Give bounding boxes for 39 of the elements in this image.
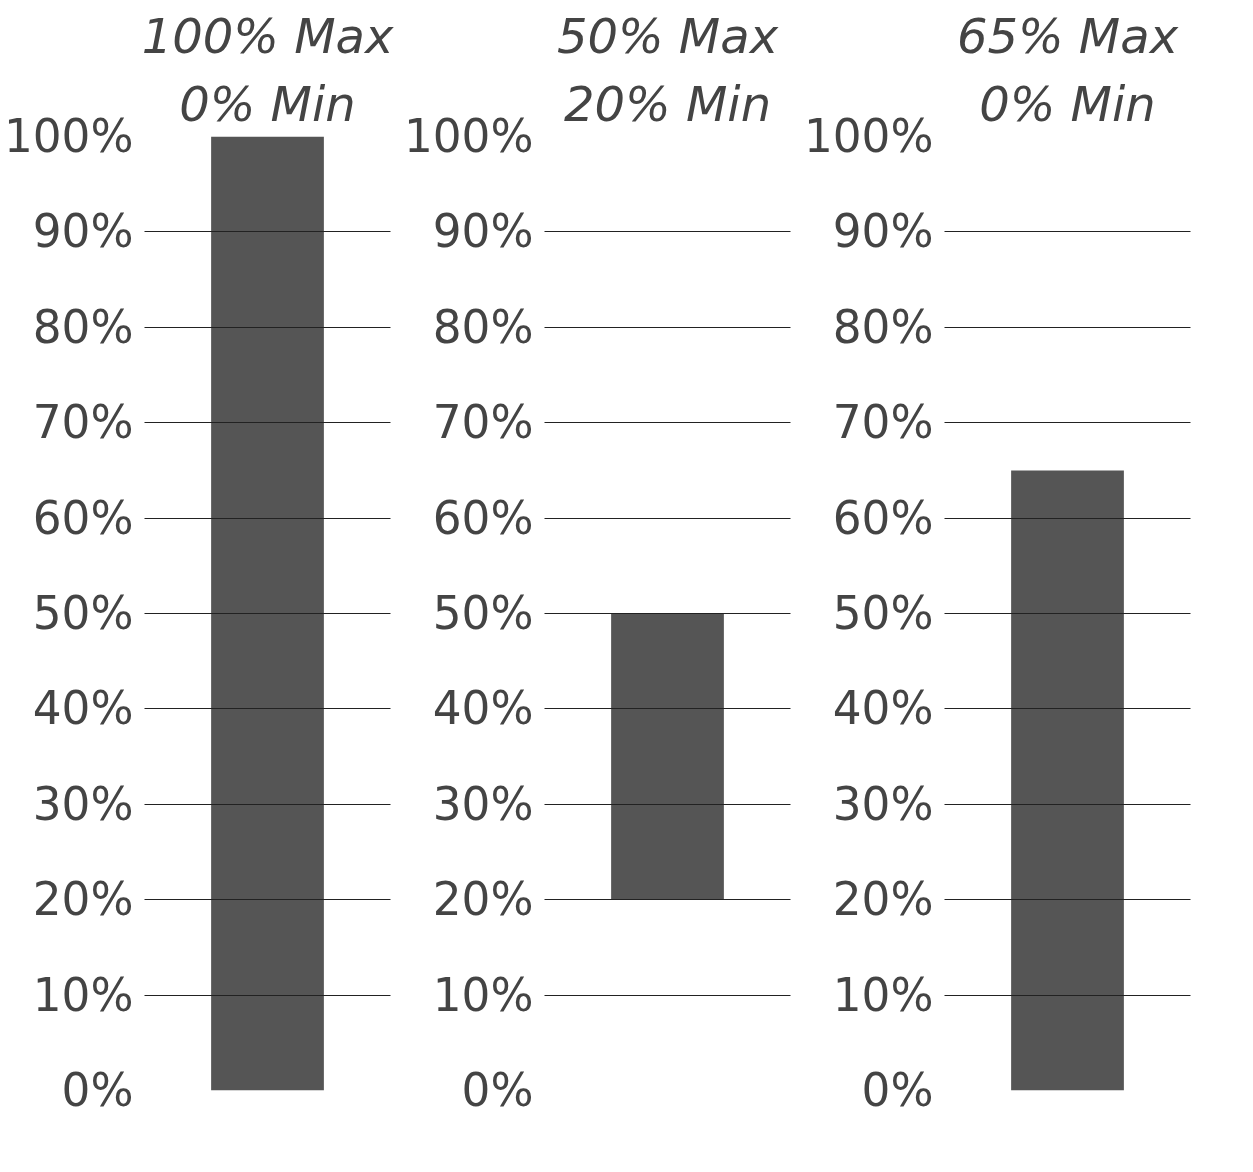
y-tick-label: 70% — [832, 396, 934, 450]
chart-title: 65% Max — [956, 7, 1179, 64]
y-tick-label: 20% — [432, 873, 534, 927]
y-tick-label: 100% — [403, 110, 534, 163]
y-tick-label: 60% — [832, 491, 934, 545]
y-tick-label: 10% — [832, 968, 934, 1022]
y-tick-label: 0% — [461, 1064, 534, 1117]
y-tick-label: 80% — [432, 300, 534, 354]
y-tick-label: 40% — [32, 682, 134, 736]
y-tick-label: 0% — [861, 1064, 934, 1117]
y-tick-label: 30% — [832, 777, 934, 831]
y-tick-label: 70% — [32, 396, 134, 450]
y-tick-label: 60% — [432, 491, 534, 545]
y-tick-label: 10% — [432, 968, 534, 1022]
y-tick-label: 30% — [432, 777, 534, 831]
chart-subtitle: 20% Min — [563, 75, 772, 132]
y-tick-label: 20% — [832, 873, 934, 927]
y-tick-label: 100% — [803, 110, 934, 163]
y-tick-label: 30% — [32, 777, 134, 831]
y-tick-label: 70% — [432, 396, 534, 450]
y-tick-label: 100% — [3, 110, 134, 163]
y-tick-label: 90% — [832, 205, 934, 259]
y-tick-label: 20% — [32, 873, 134, 927]
y-tick-label: 50% — [432, 587, 534, 640]
y-tick-label: 80% — [32, 300, 134, 354]
chart-title: 100% Max — [141, 7, 394, 64]
y-tick-label: 90% — [432, 205, 534, 259]
y-tick-label: 0% — [61, 1064, 134, 1117]
chart-subtitle: 0% Min — [179, 75, 356, 132]
y-tick-label: 90% — [32, 205, 134, 259]
y-tick-label: 40% — [432, 682, 534, 736]
chart-title: 50% Max — [556, 7, 779, 64]
chart-subtitle: 0% Min — [979, 75, 1156, 132]
y-tick-label: 60% — [32, 491, 134, 545]
y-tick-label: 80% — [832, 300, 934, 354]
y-tick-label: 50% — [832, 587, 934, 640]
y-tick-label: 10% — [32, 968, 134, 1022]
y-tick-label: 50% — [32, 587, 134, 640]
y-tick-label: 40% — [832, 682, 934, 736]
